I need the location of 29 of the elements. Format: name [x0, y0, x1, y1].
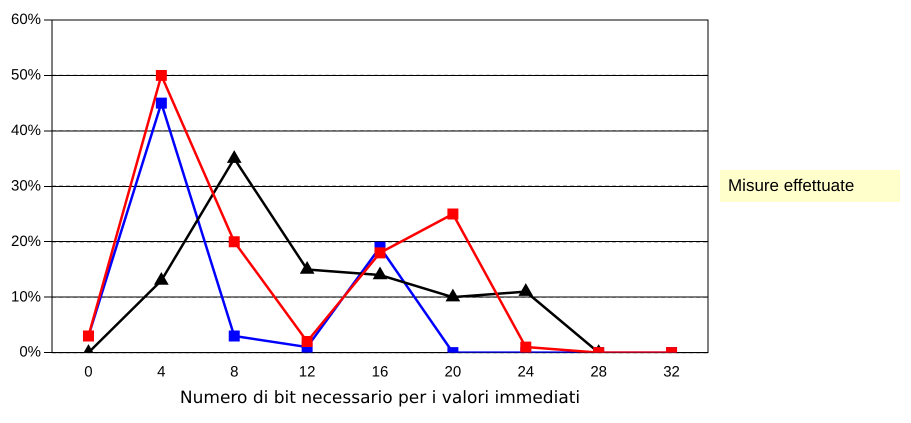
point: [228, 151, 241, 163]
y-tick-label: 50%: [10, 66, 42, 84]
point: [519, 284, 532, 296]
x-tick-label: 28: [590, 364, 608, 381]
x-tick-label: 24: [517, 364, 534, 381]
point: [156, 70, 167, 81]
point: [300, 262, 314, 274]
x-axis-title: Numero di bit necessario per i valori immediati: [180, 388, 580, 408]
point: [374, 247, 386, 258]
point: [446, 290, 460, 302]
point: [447, 208, 458, 220]
x-tick-label: 12: [298, 364, 316, 381]
x-tick-label: 16: [372, 364, 388, 381]
x-tick-label: 8: [230, 364, 238, 381]
text: Misure effettuate: [720, 170, 900, 202]
point: [154, 273, 168, 285]
x-tick-label: 4: [157, 364, 166, 381]
y-tick-label: 0%: [19, 344, 42, 361]
x-tick-label: 32: [663, 364, 680, 381]
y-tick-label: 20%: [10, 232, 42, 250]
y-tick-label: 60%: [10, 11, 42, 28]
x-tick-label: 0: [84, 364, 93, 381]
y-tick-label: 40%: [10, 122, 42, 140]
y-tick-label: 30%: [10, 177, 42, 194]
point: [228, 236, 240, 248]
point: [374, 268, 386, 280]
y-tick-label: 10%: [10, 288, 42, 306]
point: [156, 98, 167, 109]
x-tick-label: 20: [444, 364, 462, 381]
